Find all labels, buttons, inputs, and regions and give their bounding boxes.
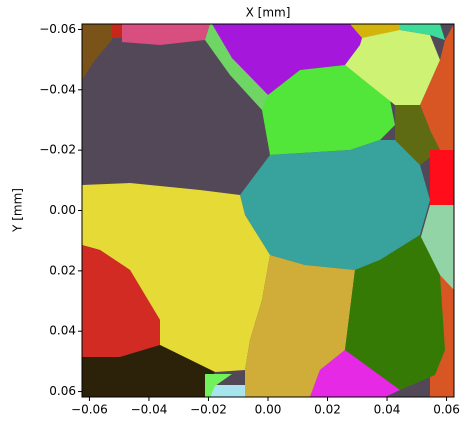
grain <box>205 374 232 397</box>
y-tick-label: 0.04 <box>49 324 76 338</box>
grain <box>82 183 270 372</box>
grain-map <box>82 24 454 397</box>
grain <box>212 24 365 95</box>
y-tick-label: −0.04 <box>39 82 76 96</box>
y-axis-label: Y [mm] <box>11 188 25 233</box>
grain <box>345 235 445 390</box>
grain <box>430 150 454 205</box>
y-tick-label: −0.02 <box>39 143 76 157</box>
y-tick-label: 0.02 <box>49 263 76 277</box>
grain <box>345 30 440 105</box>
x-tick-label: −0.02 <box>190 403 227 417</box>
grain <box>112 24 122 38</box>
grain <box>122 24 210 45</box>
grain <box>82 24 112 80</box>
x-tick-label: 0.00 <box>255 403 282 417</box>
y-tick-label: 0.06 <box>49 384 76 398</box>
chart-title: X [mm] <box>246 6 291 20</box>
grain <box>205 24 272 110</box>
x-tick-label: 0.02 <box>314 403 341 417</box>
grain <box>82 245 160 357</box>
y-tick-label: 0.00 <box>49 203 76 217</box>
grain <box>395 105 440 165</box>
grain <box>262 65 395 155</box>
grain <box>400 24 445 40</box>
grain <box>420 205 454 290</box>
grain <box>240 140 430 270</box>
grain <box>310 350 400 397</box>
grain <box>82 345 215 397</box>
grain <box>210 385 245 397</box>
y-tick-label: −0.06 <box>39 22 76 36</box>
x-tick-label: 0.06 <box>433 403 460 417</box>
x-tick-label: −0.06 <box>71 403 108 417</box>
x-tick-label: 0.04 <box>374 403 401 417</box>
x-tick-label: −0.04 <box>131 403 168 417</box>
grain <box>245 255 355 397</box>
